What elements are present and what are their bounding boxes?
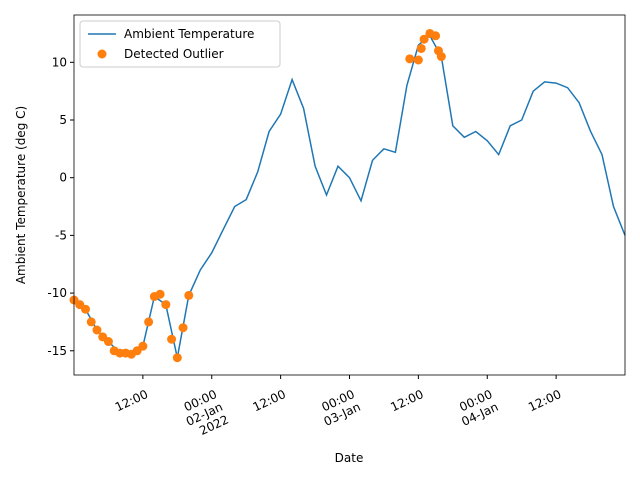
x-tick-label: 12:00 — [526, 387, 563, 414]
y-tick-label: -5 — [55, 228, 67, 242]
outlier-point — [184, 290, 194, 300]
outlier-point — [436, 52, 446, 62]
outlier-point — [103, 337, 113, 347]
outlier-point — [92, 325, 102, 335]
x-axis-label: Date — [335, 451, 364, 465]
x-tick-label: 00:0003-Jan — [316, 387, 363, 429]
legend-label: Detected Outlier — [124, 47, 224, 61]
y-tick-label: 0 — [59, 171, 67, 185]
outlier-point — [144, 317, 154, 327]
y-axis-label: Ambient Temperature (deg C) — [14, 106, 28, 284]
outlier-point — [167, 334, 177, 344]
y-tick-label: -10 — [47, 286, 67, 300]
legend-label: Ambient Temperature — [124, 27, 254, 41]
outlier-point — [419, 34, 429, 44]
outlier-point — [155, 289, 165, 299]
outlier-point — [413, 55, 423, 65]
outlier-point — [431, 31, 441, 41]
x-tick-label: 12:00 — [388, 387, 425, 414]
y-tick-label: 10 — [52, 55, 67, 69]
x-tick-label: 00:0002-Jan2022 — [178, 387, 231, 441]
plot-frame — [73, 14, 626, 376]
outlier-point — [80, 304, 90, 314]
legend-box — [79, 20, 281, 68]
outlier-point — [172, 353, 182, 363]
y-tick-label: -15 — [47, 344, 67, 358]
x-tick-label: 12:00 — [113, 387, 150, 414]
x-tick-label: 12:00 — [251, 387, 288, 414]
outlier-point — [178, 323, 188, 333]
x-tick-label: 00:0004-Jan — [453, 387, 500, 429]
outlier-point — [405, 54, 415, 64]
legend-marker — [97, 49, 107, 59]
outlier-point — [86, 317, 96, 327]
data-line — [73, 34, 626, 358]
outlier-point — [161, 300, 171, 310]
y-tick-label: 5 — [59, 113, 67, 127]
outlier-point — [416, 43, 426, 53]
outlier-point — [138, 341, 148, 351]
